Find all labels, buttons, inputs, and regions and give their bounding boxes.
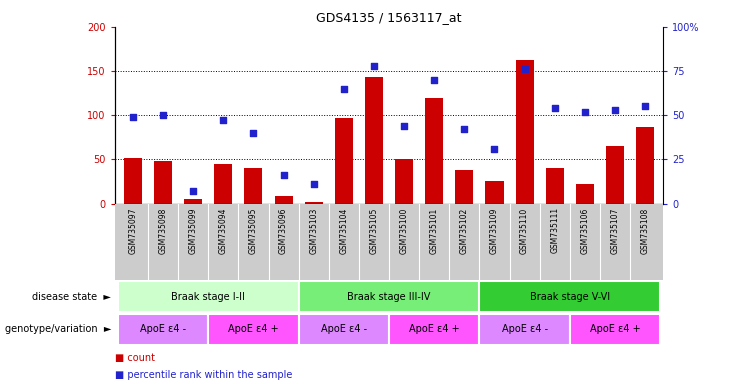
Bar	[118, 281, 299, 312]
Bar	[455, 170, 473, 204]
Point	[488, 146, 500, 152]
Text: Braak stage I-II: Braak stage I-II	[171, 291, 245, 302]
Text: GSM735104: GSM735104	[339, 207, 348, 254]
Text: GSM735105: GSM735105	[370, 207, 379, 254]
Text: ApoE ε4 -: ApoE ε4 -	[321, 324, 367, 334]
Bar	[185, 199, 202, 204]
Text: ■ count: ■ count	[115, 353, 155, 363]
Text: Braak stage V-VI: Braak stage V-VI	[530, 291, 610, 302]
Text: GSM735109: GSM735109	[490, 207, 499, 254]
Point	[579, 109, 591, 115]
Text: genotype/variation  ►: genotype/variation ►	[4, 324, 111, 334]
Point	[157, 112, 169, 118]
Text: GSM735102: GSM735102	[460, 207, 469, 253]
Bar	[545, 168, 564, 204]
Bar	[365, 77, 383, 204]
Text: GSM735099: GSM735099	[189, 207, 198, 254]
Bar	[305, 202, 323, 204]
Bar	[124, 157, 142, 204]
Point	[459, 126, 471, 132]
Text: disease state  ►: disease state ►	[33, 291, 111, 302]
Point	[247, 130, 259, 136]
Text: ■ percentile rank within the sample: ■ percentile rank within the sample	[115, 370, 292, 380]
Bar	[118, 314, 208, 345]
Bar	[485, 180, 504, 204]
Bar	[606, 146, 624, 204]
Bar	[299, 314, 389, 345]
Point	[187, 188, 199, 194]
Point	[639, 103, 651, 109]
Text: GSM735094: GSM735094	[219, 207, 227, 254]
Bar	[154, 161, 172, 204]
Bar	[214, 164, 233, 204]
Text: ApoE ε4 -: ApoE ε4 -	[140, 324, 186, 334]
Title: GDS4135 / 1563117_at: GDS4135 / 1563117_at	[316, 11, 462, 24]
Text: Braak stage III-IV: Braak stage III-IV	[348, 291, 431, 302]
Bar	[389, 314, 479, 345]
Bar	[245, 168, 262, 204]
Text: GSM735108: GSM735108	[641, 207, 650, 253]
Bar	[636, 127, 654, 204]
Point	[217, 118, 229, 124]
Text: GSM735107: GSM735107	[611, 207, 619, 254]
Text: GSM735095: GSM735095	[249, 207, 258, 254]
Point	[338, 86, 350, 92]
Text: GSM735106: GSM735106	[580, 207, 589, 254]
Bar	[299, 281, 479, 312]
Bar	[425, 98, 443, 204]
Text: GSM735103: GSM735103	[309, 207, 318, 254]
Point	[398, 123, 410, 129]
Text: ApoE ε4 +: ApoE ε4 +	[409, 324, 459, 334]
Point	[609, 107, 621, 113]
Text: ApoE ε4 -: ApoE ε4 -	[502, 324, 548, 334]
Text: ApoE ε4 +: ApoE ε4 +	[228, 324, 279, 334]
Point	[549, 105, 561, 111]
Bar	[335, 118, 353, 204]
Point	[308, 181, 319, 187]
Text: GSM735111: GSM735111	[551, 207, 559, 253]
Text: ApoE ε4 +: ApoE ε4 +	[590, 324, 640, 334]
Bar	[479, 281, 660, 312]
Point	[127, 114, 139, 120]
Text: GSM735110: GSM735110	[520, 207, 529, 253]
Point	[519, 66, 531, 72]
Bar	[395, 159, 413, 204]
Bar	[208, 314, 299, 345]
Point	[278, 172, 290, 178]
Text: GSM735096: GSM735096	[279, 207, 288, 254]
Point	[428, 77, 440, 83]
Bar	[576, 184, 594, 204]
Bar	[570, 314, 660, 345]
Bar	[516, 60, 534, 204]
Text: GSM735097: GSM735097	[128, 207, 137, 254]
Text: GSM735098: GSM735098	[159, 207, 167, 254]
Bar	[274, 197, 293, 204]
Point	[368, 63, 380, 69]
Bar	[479, 314, 570, 345]
Text: GSM735101: GSM735101	[430, 207, 439, 253]
Text: GSM735100: GSM735100	[399, 207, 408, 254]
